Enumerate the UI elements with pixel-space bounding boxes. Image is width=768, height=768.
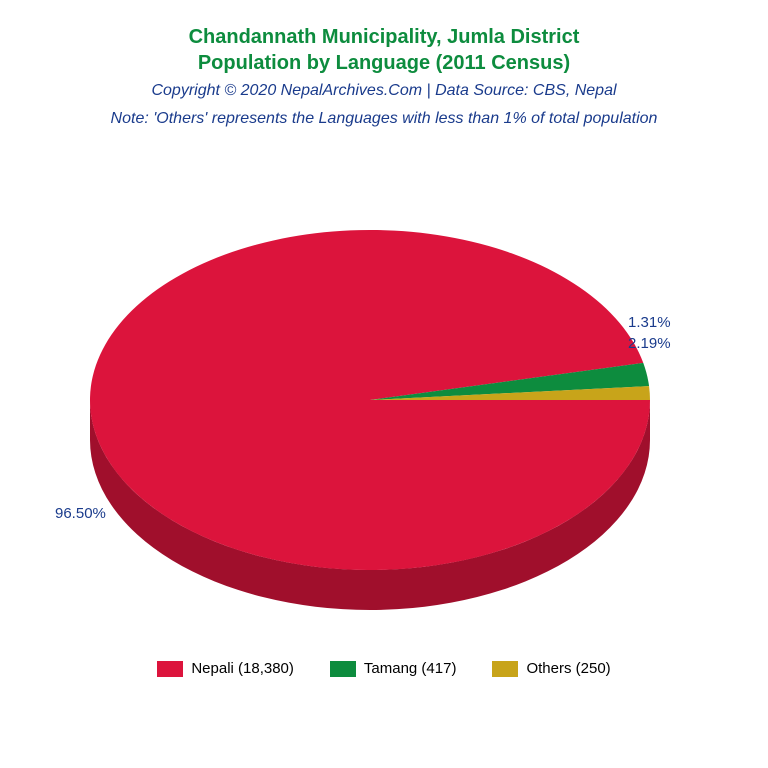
legend-label: Tamang (417)	[364, 660, 457, 677]
title-line-2: Population by Language (2011 Census)	[0, 50, 768, 76]
copyright-line: Copyright © 2020 NepalArchives.Com | Dat…	[0, 82, 768, 100]
title-line-1: Chandannath Municipality, Jumla District	[0, 24, 768, 50]
pct-label: 96.50%	[55, 505, 106, 522]
legend-swatch	[157, 661, 183, 677]
note-line: Note: 'Others' represents the Languages …	[0, 110, 768, 128]
legend-item-nepali: Nepali (18,380)	[157, 660, 294, 677]
pct-label: 1.31%	[628, 314, 671, 331]
legend-item-others: Others (250)	[492, 660, 610, 677]
legend-item-tamang: Tamang (417)	[330, 660, 457, 677]
legend-label: Nepali (18,380)	[191, 660, 294, 677]
legend-label: Others (250)	[526, 660, 610, 677]
legend: Nepali (18,380) Tamang (417) Others (250…	[0, 660, 768, 677]
legend-swatch	[492, 661, 518, 677]
pie-chart: 96.50% 2.19% 1.31%	[0, 170, 768, 620]
pct-label: 2.19%	[628, 335, 671, 352]
legend-swatch	[330, 661, 356, 677]
chart-header: Chandannath Municipality, Jumla District…	[0, 0, 768, 128]
